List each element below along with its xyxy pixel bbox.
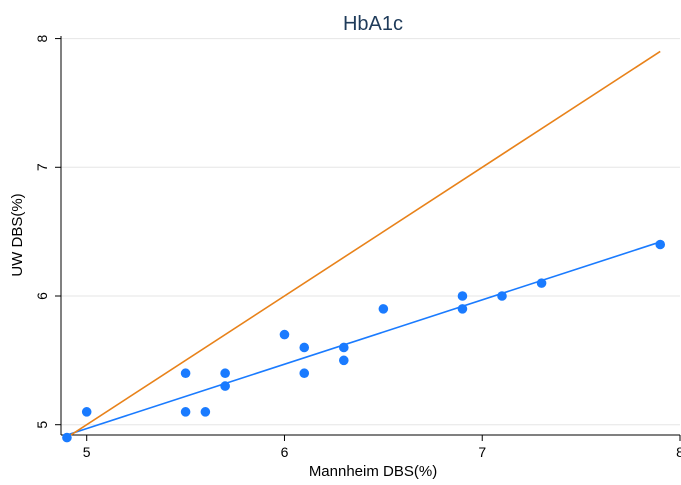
scatter-point (81, 407, 92, 417)
grid (61, 38, 680, 426)
scatter-point (378, 304, 389, 314)
scatter-point (536, 278, 547, 288)
identity-line (66, 50, 661, 439)
scatter-point (655, 239, 666, 250)
scatter-point (62, 432, 72, 443)
scatter-point (220, 368, 230, 379)
y-axis-label: UW DBS(%) (9, 193, 26, 276)
y-ticks: 5 6 7 8 (34, 34, 61, 429)
x-tick-label: 6 (281, 444, 289, 460)
scatter-point (497, 291, 507, 301)
series-layer (62, 50, 666, 443)
x-tick-label: 5 (83, 444, 91, 460)
y-tick-label: 7 (34, 163, 50, 171)
y-tick-label: 8 (34, 34, 50, 42)
x-ticks: 5 6 7 8 (83, 435, 681, 460)
x-tick-label: 8 (676, 444, 681, 460)
scatter-point (299, 368, 310, 379)
scatter-point (457, 291, 468, 301)
fit-line (66, 241, 661, 436)
scatter-point (457, 304, 468, 314)
scatter-point (220, 381, 230, 391)
scatter-point (339, 355, 349, 366)
scatter-point (299, 342, 310, 353)
scatter-point (180, 368, 191, 379)
scatter-point (180, 407, 191, 417)
y-tick-label: 6 (34, 292, 50, 300)
scatter-point (279, 329, 290, 340)
y-tick-label: 5 (34, 421, 50, 429)
x-tick-label: 7 (478, 444, 486, 460)
x-axis-label: Mannheim DBS(%) (309, 463, 437, 480)
scatter-point (339, 342, 349, 353)
scatter-point (200, 407, 211, 417)
chart-title: HbA1c (343, 13, 403, 35)
